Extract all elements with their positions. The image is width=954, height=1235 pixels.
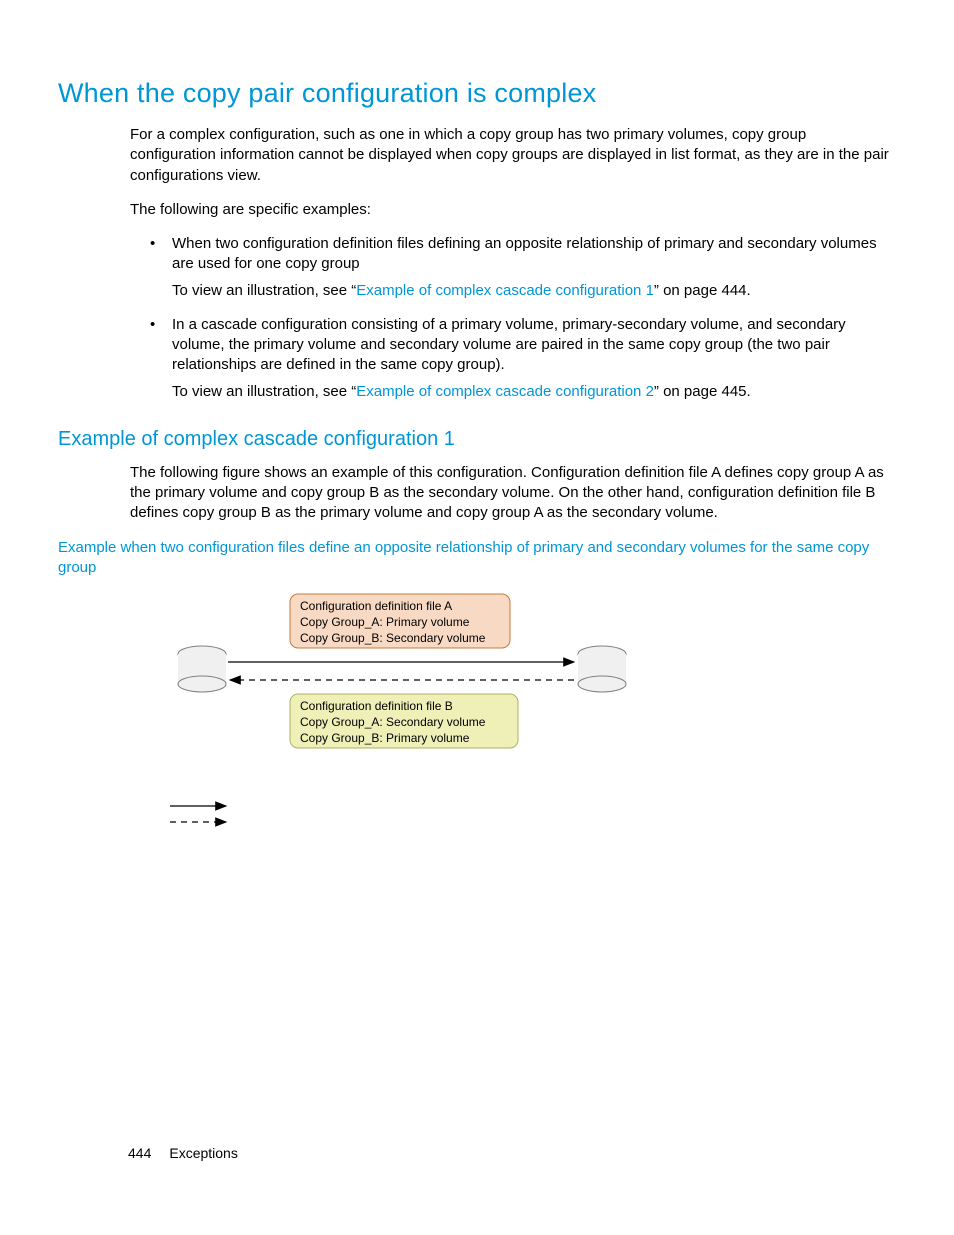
copy-group-b-cylinder [578,646,626,692]
footer-section: Exceptions [169,1145,237,1161]
list-sub-suffix: ” on page 444. [654,282,751,299]
intro-paragraph-2: The following are specific examples: [130,200,896,220]
copy-group-a-cylinder [178,646,226,692]
list-item: In a cascade configuration consisting of… [150,315,896,402]
list-item: When two configuration definition files … [150,234,896,301]
config-file-a-line2: Copy Group_B: Secondary volume [300,631,486,645]
figure-caption: Example when two configuration files def… [58,538,896,579]
config-file-a-line1: Copy Group_A: Primary volume [300,615,470,629]
section-paragraph: The following figure shows an example of… [130,463,896,524]
list-sub-suffix: ” on page 445. [654,383,751,400]
page-number: 444 [128,1145,151,1161]
section-heading: Example of complex cascade configuration… [58,428,896,451]
config-file-b-line2: Copy Group_B: Primary volume [300,731,470,745]
diagram-svg: Configuration definition file A Copy Gro… [130,588,690,848]
config-file-b-line1: Copy Group_A: Secondary volume [300,715,486,729]
list-sub-prefix: To view an illustration, see “ [172,383,356,400]
list-item-main: When two configuration definition files … [172,235,877,272]
cross-ref-link[interactable]: Example of complex cascade configuration… [356,282,654,299]
page-heading: When the copy pair configuration is comp… [58,78,896,109]
intro-paragraph-1: For a complex configuration, such as one… [130,125,896,186]
configuration-diagram: Configuration definition file A Copy Gro… [130,588,896,853]
config-file-a-title: Configuration definition file A [300,599,452,613]
list-item-sub: To view an illustration, see “Example of… [172,281,896,301]
list-item-sub: To view an illustration, see “Example of… [172,382,896,402]
example-list: When two configuration definition files … [150,234,896,402]
cross-ref-link[interactable]: Example of complex cascade configuration… [356,383,654,400]
page-footer: 444 Exceptions [128,1145,238,1161]
list-item-main: In a cascade configuration consisting of… [172,316,846,374]
list-sub-prefix: To view an illustration, see “ [172,282,356,299]
config-file-b-title: Configuration definition file B [300,699,453,713]
